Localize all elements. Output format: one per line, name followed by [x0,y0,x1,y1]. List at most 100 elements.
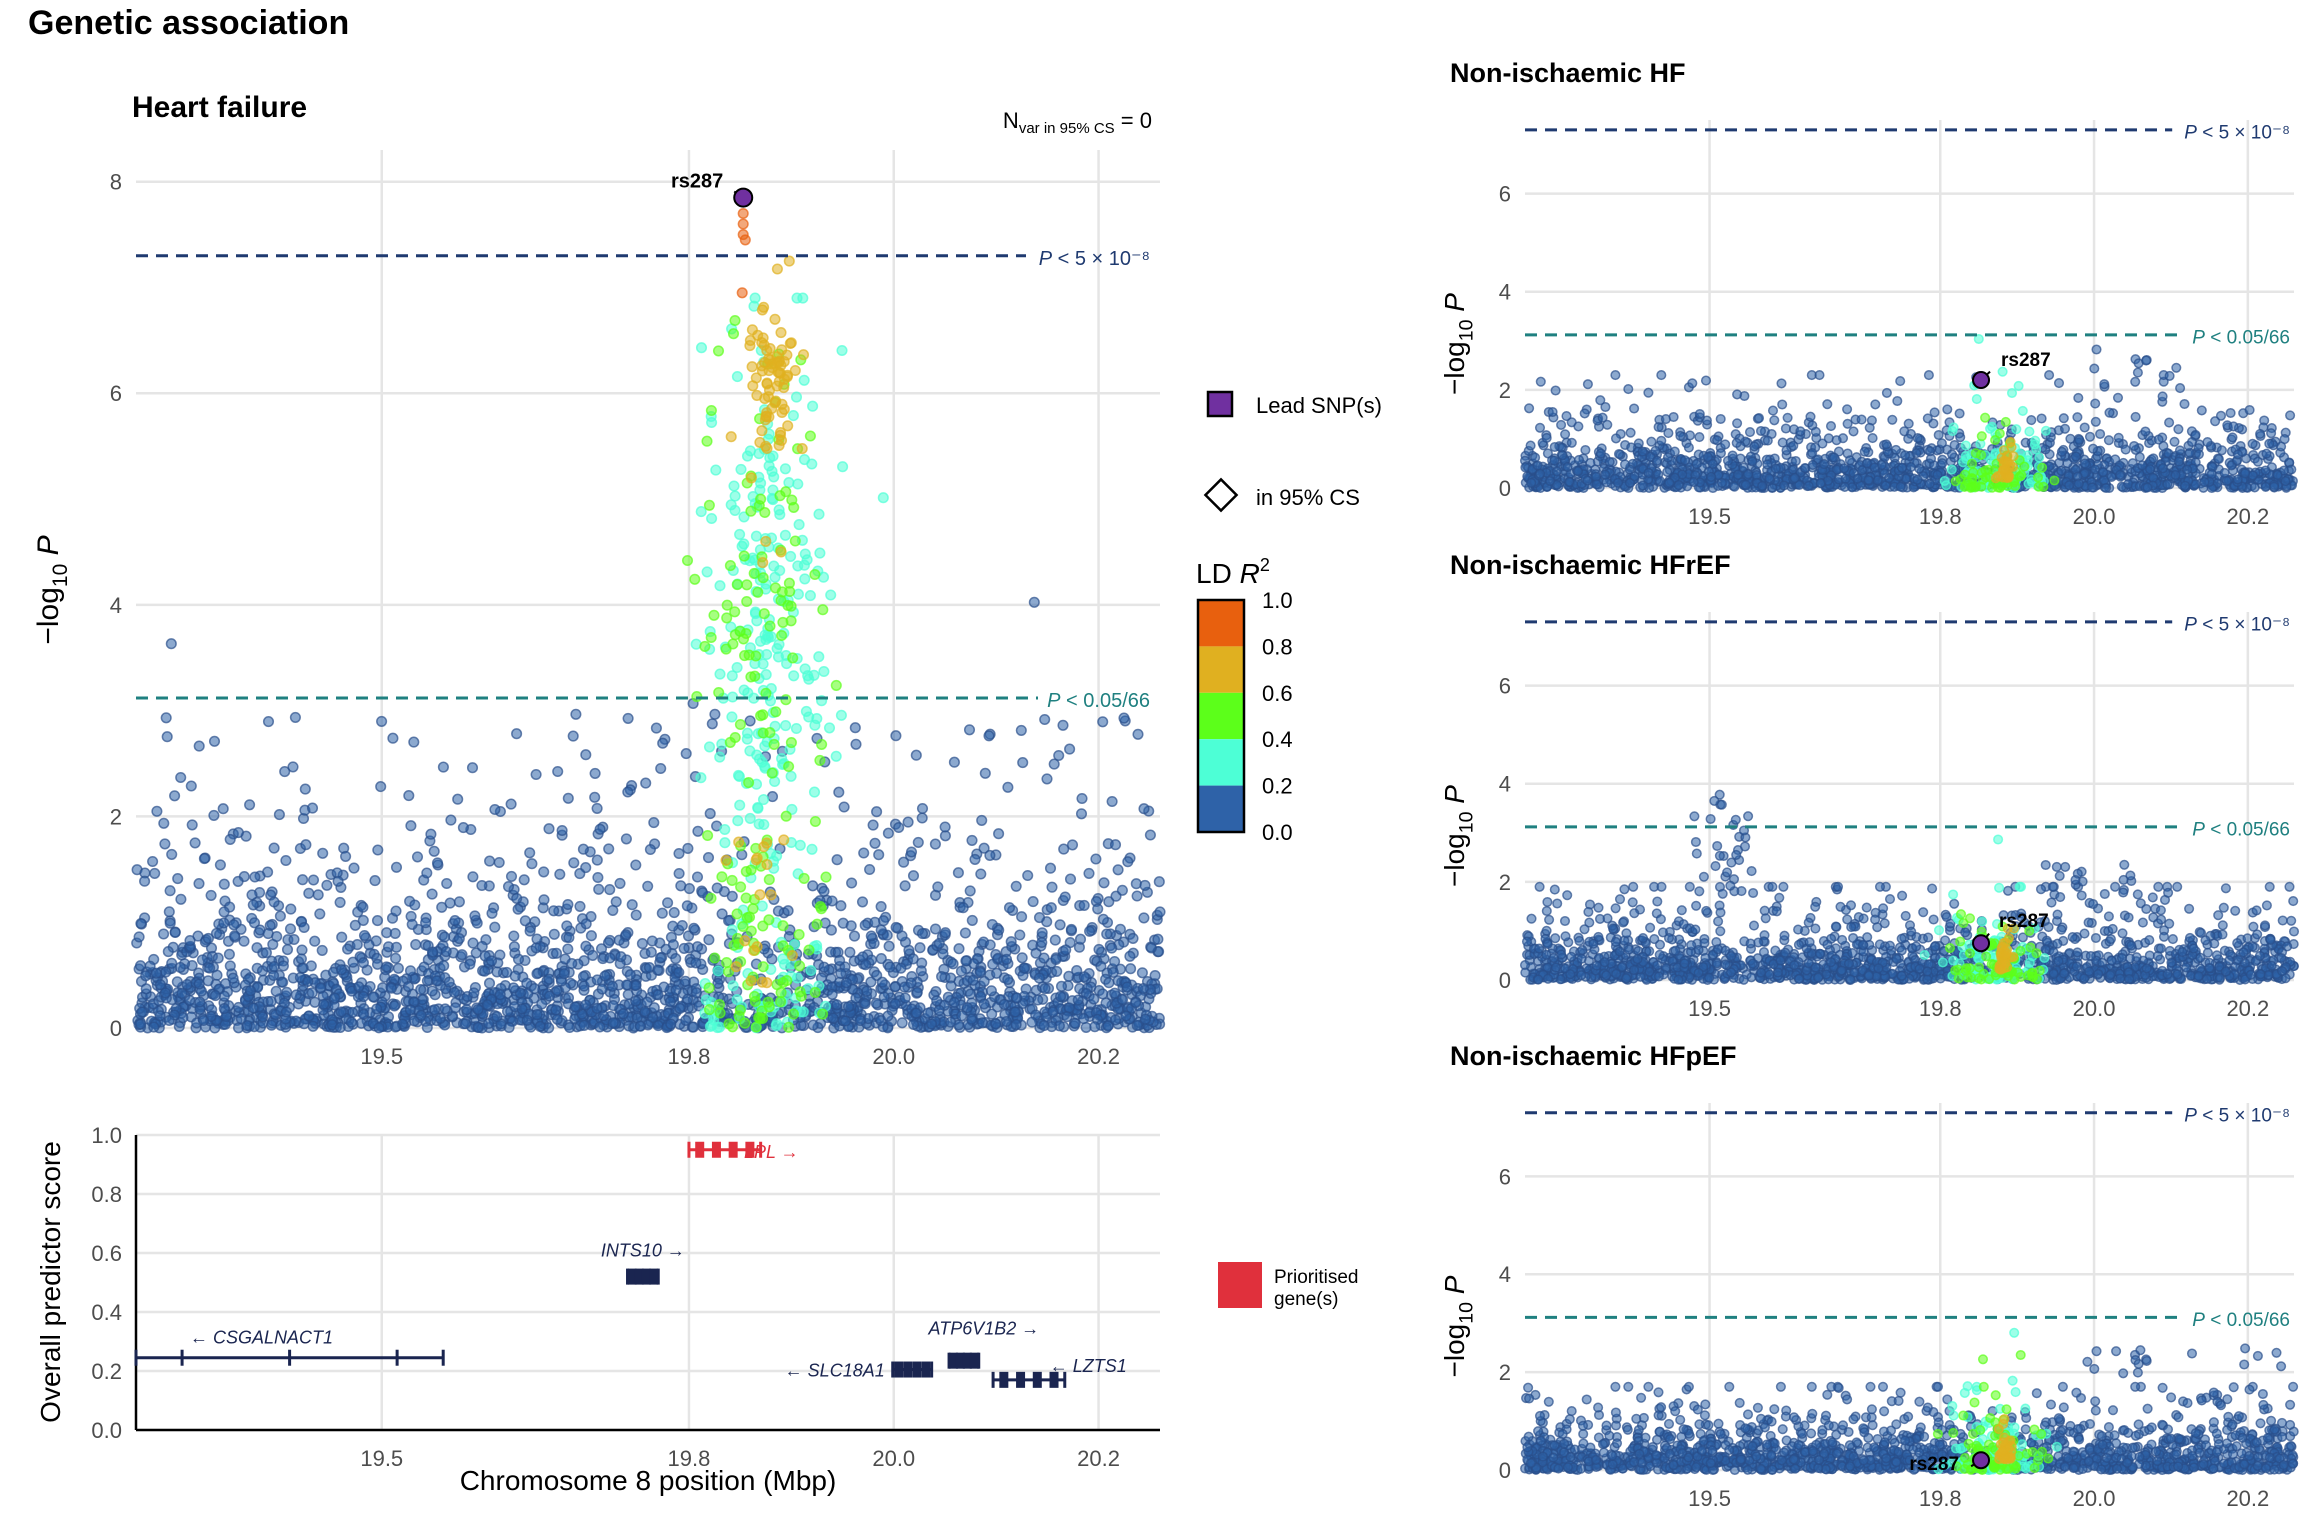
snp-point [1145,942,1157,954]
snp-point [952,867,964,879]
snp-point [2036,413,2047,424]
snp-point [1740,479,1751,490]
snp-point [163,1014,175,1027]
snp-point [189,837,201,849]
snp-point [307,1020,319,1032]
snp-point [780,810,792,822]
snp-point [1839,481,1850,492]
snp-point [785,337,797,349]
snp-point [1946,464,1957,475]
snp-point [1687,378,1698,389]
snp-point [158,817,170,829]
snp-point [2210,416,2221,427]
snp-point [724,736,736,748]
snp-point [443,976,455,988]
snp-point [357,957,369,969]
snp-point [1064,873,1077,885]
snp-point [1933,429,1944,441]
snp-point [2090,398,2101,409]
snp-point [1061,1011,1073,1023]
snp-point [816,738,828,750]
snp-point [2173,456,2184,467]
snp-point [148,1021,160,1033]
snp-point [1626,442,1637,453]
snp-point [2100,482,2112,494]
snp-point [1041,773,1053,785]
snp-point [448,986,460,998]
snp-point [421,867,433,879]
snp-point [1534,881,1545,892]
snp-point [1655,476,1666,487]
snp-point [501,1005,514,1017]
snp-point [194,996,206,1008]
snp-point [1629,403,1640,414]
snp-point [1612,477,1624,488]
snp-point [160,966,172,978]
snp-point [2000,416,2011,427]
snp-point [936,971,948,983]
snp-point [1124,950,1136,962]
snp-point [335,964,348,976]
snp-point [809,986,821,998]
snp-point [1932,469,1943,480]
snp-point [2202,437,2213,448]
snp-point [1595,448,1606,459]
snp-point [733,836,745,848]
snp-point [1895,481,1906,492]
gene-exon [903,1361,913,1378]
snp-point [2285,410,2296,421]
snp-point [706,416,718,429]
snp-point [1602,419,1613,430]
snp-points [1519,333,2298,494]
snp-point [720,854,732,866]
snp-point [1900,450,1911,461]
snp-point [2148,453,2159,464]
snp-point [650,722,662,734]
snp-point [389,927,401,939]
snp-point [181,979,193,991]
snp-point [1643,467,1654,478]
snp-point [1532,460,1543,471]
snp-point [2179,398,2190,410]
snp-point [1078,971,1090,983]
snp-point [154,979,166,991]
snp-point [907,1018,920,1031]
snp-point [764,727,776,739]
snp-point [140,983,152,995]
snp-point [589,791,601,803]
snp-point [945,980,957,992]
snp-point [232,875,244,887]
snp-point [746,361,758,373]
snp-point [850,738,862,750]
snp-point [526,858,538,870]
snp-point [2115,469,2126,480]
snp-point [1016,952,1028,964]
snp-point [299,783,311,795]
snp-point [556,824,568,837]
snp-point [800,705,812,717]
snp-point [729,606,741,618]
snp-point [2137,917,2148,928]
snp-point [530,942,542,954]
snp-point [2099,379,2110,390]
snp-point [690,957,702,969]
snp-point [787,652,799,664]
gene-label: LPL → [744,1142,799,1162]
snp-point [734,625,746,637]
snp-point [1120,1010,1132,1022]
snp-point [2132,367,2143,378]
snp-point [1556,419,1567,430]
snp-point [1112,864,1124,876]
snp-point [662,897,674,909]
snp-point [452,793,464,805]
snp-point [976,814,988,826]
snp-point [2062,458,2073,469]
snp-point [1700,375,1712,386]
snp-point [1047,1006,1059,1018]
snp-point [871,806,883,818]
snp-point [907,870,920,882]
snp-point [856,896,869,908]
gene-atp6v1b2: ATP6V1B2 → [928,1319,1039,1369]
snp-point [596,983,608,995]
snp-point [1764,473,1775,484]
